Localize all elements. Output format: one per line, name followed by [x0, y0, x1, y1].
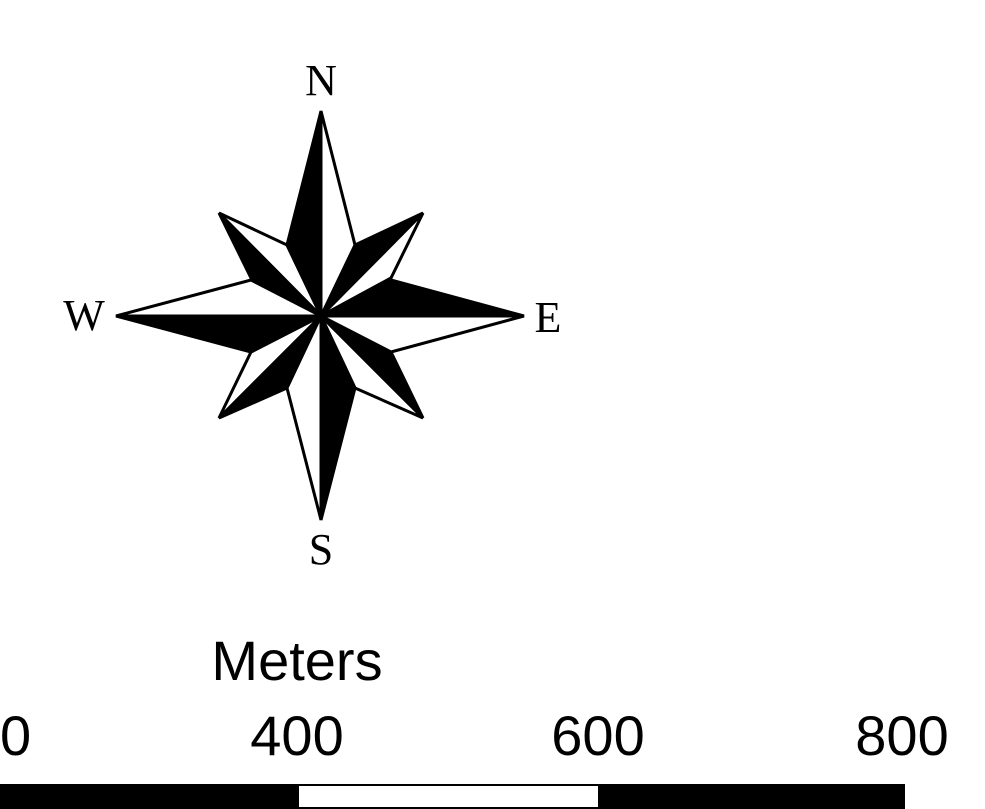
- compass-label-south: S: [308, 525, 334, 574]
- scale-bar-segment-white: [297, 784, 600, 809]
- compass-n-black-half: [285, 110, 323, 317]
- scale-tick-label: 00: [0, 704, 32, 767]
- compass-e-black-half: [320, 278, 525, 318]
- scale-bar-segment-black: [0, 784, 299, 809]
- compass-label-north: N: [305, 56, 337, 105]
- scale-tick-label: 800: [855, 704, 949, 767]
- compass-label-west: W: [63, 291, 105, 340]
- compass-w-black-half: [115, 314, 322, 354]
- compass-label-east: E: [534, 293, 562, 342]
- compass-s-black-half: [319, 315, 357, 521]
- scale-tick-label: 600: [551, 704, 645, 767]
- scale-bar-segment-black: [598, 784, 905, 809]
- scale-bar-title: Meters: [211, 629, 383, 692]
- scale-tick-label: 400: [250, 704, 344, 767]
